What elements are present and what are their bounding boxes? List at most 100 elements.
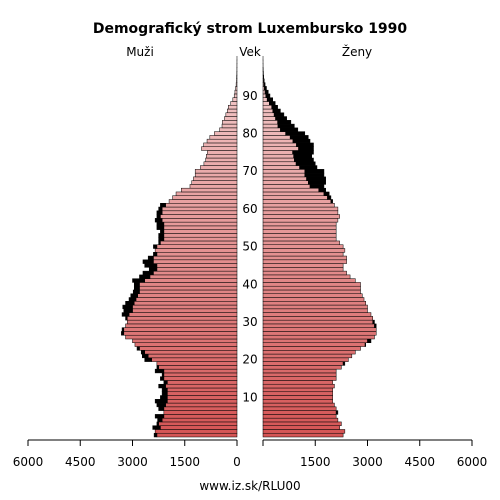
female-excess-bar [285,131,306,136]
female-excess-bar [318,187,326,193]
male-excess-bar [160,376,165,381]
female-excess-bar [292,150,314,155]
male-excess-bar [121,331,125,336]
male-excess-bar [153,432,158,438]
female-bar [262,165,300,170]
male-excess-bar [136,346,140,351]
age-tick-label: 10 [242,390,257,404]
female-excess-bar [273,112,285,117]
male-excess-bar [154,399,168,404]
male-bar [134,342,238,347]
male-bar [219,127,238,132]
male-bar [207,150,238,155]
female-bar [262,361,344,366]
female-bar [262,248,346,253]
female-bar [262,244,344,249]
female-excess-bar [295,161,316,166]
male-excess-bar [157,417,163,423]
male-bar [226,108,238,114]
age-tick-label: 70 [242,164,257,178]
male-bar [158,421,238,426]
male-bar [224,116,238,121]
male-bar [154,248,238,253]
male-bar [189,184,238,189]
female-bar [262,331,377,336]
male-bar [221,123,238,129]
male-bar [163,221,238,227]
male-bar [165,203,238,208]
female-bar [262,236,337,242]
male-bar [175,191,238,196]
female-bar [262,432,344,438]
male-bar [181,187,238,193]
female-excess-bar [275,116,287,121]
male-bar [163,233,238,238]
male-bar [137,293,238,298]
male-bar [163,376,238,381]
female-excess-bar [304,172,325,178]
male-excess-bar [153,244,158,249]
female-excess-bar [269,101,276,106]
x-ticks: 6000 4500 3000 1500 0 1500 3000 4500 6000 [13,440,487,469]
x-tick-label: 3000 [352,455,383,469]
female-bar [262,342,366,347]
male-excess-bar [121,327,125,332]
male-excess-bar [158,240,161,245]
female-bar [262,319,373,325]
male-excess-bar [158,233,165,238]
male-bar [125,334,238,340]
male-bar [163,410,238,415]
male-bar [161,206,238,212]
male-bar [123,331,238,336]
male-bar [167,380,238,385]
male-bar [139,346,238,351]
female-bar [262,334,375,340]
x-tick-label: 3000 [117,455,148,469]
male-bar [235,86,238,91]
male-bar [160,214,238,219]
male-bar [209,135,238,140]
female-bar [262,203,335,208]
male-excess-bar [132,289,140,294]
male-bar [201,146,238,151]
female-excess-bar [299,165,318,170]
male-bar [206,138,238,144]
female-bar [262,225,337,230]
male-bar [147,353,238,359]
female-excess-bar [374,323,377,328]
female-bar [262,353,353,359]
male-bar [194,172,238,178]
female-excess-bar [330,199,333,204]
age-tick-label: 50 [242,240,257,254]
male-excess-bar [154,414,165,419]
female-bar [262,154,294,159]
female-bar [262,316,373,321]
female-bar [262,108,274,114]
male-excess-bar [161,391,168,396]
female-bar [262,429,346,434]
male-bar [200,165,238,170]
female-bar [262,142,297,147]
female-bar [262,150,293,155]
male-bar [128,312,238,317]
male-excess-bar [158,206,163,212]
male-excess-bar [152,425,161,430]
male-excess-bar [158,406,165,411]
female-excess-bar [372,319,375,325]
female-excess-bar [271,104,278,110]
male-bar [154,429,238,434]
female-bar [262,391,333,396]
male-bar [160,240,238,245]
female-bar [262,195,328,200]
female-bar [262,131,286,136]
female-bar [262,221,337,227]
female-bar [262,387,333,393]
male-excess-bar [130,293,138,298]
female-bar [262,417,339,423]
male-bar [144,278,238,283]
female-bar [262,368,337,374]
female-bar [262,210,339,215]
female-bar [262,414,337,419]
female-label: Ženy [342,44,372,59]
female-bar [262,425,340,430]
